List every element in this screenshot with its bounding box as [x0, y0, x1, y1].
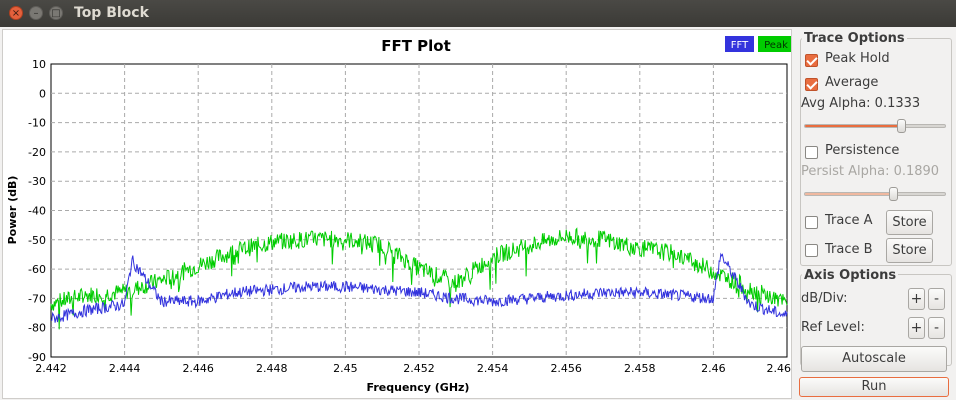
fft-plot-panel[interactable]: FFT Plot FFT Peak 10 0 -10 -20 -30 -40 -50 -60 -7…: [2, 29, 792, 399]
autoscale-button[interactable]: Autoscale: [801, 346, 947, 372]
x-axis-label: Frequency (GHz): [367, 381, 470, 394]
legend-label-fft: FFT: [731, 40, 749, 51]
maximize-window-button[interactable]: □: [49, 6, 63, 20]
close-window-button[interactable]: ×: [9, 6, 23, 20]
legend-label-peak: Peak: [764, 40, 788, 51]
persist-alpha-slider-fill: [805, 193, 892, 195]
db-div-label: dB/Div:: [801, 291, 848, 306]
plot-title: FFT Plot: [381, 37, 451, 55]
peak-hold-checkbox[interactable]: [805, 54, 818, 67]
avg-alpha-slider[interactable]: [804, 119, 946, 133]
x-tick-label: 2.448: [256, 362, 288, 375]
x-tick-label: 2.452: [403, 362, 435, 375]
avg-alpha-label: Avg Alpha: 0.1333: [801, 96, 921, 111]
ref-level-label: Ref Level:: [801, 320, 865, 335]
trace-b-store-button[interactable]: Store: [886, 238, 933, 263]
y-tick-label: -10: [28, 117, 46, 130]
peak-hold-label[interactable]: Peak Hold: [825, 51, 890, 66]
trace-a-label[interactable]: Trace A: [825, 213, 873, 228]
trace-a-store-button[interactable]: Store: [886, 210, 933, 235]
y-axis-label: Power (dB): [6, 176, 19, 245]
trace-b-label[interactable]: Trace B: [825, 242, 873, 257]
average-label[interactable]: Average: [825, 75, 879, 90]
fft-plot-chart[interactable]: FFT Plot FFT Peak 10 0 -10 -20 -30 -40 -50 -60 -7…: [3, 30, 791, 398]
persistence-label[interactable]: Persistence: [825, 143, 900, 158]
y-tick-label: -30: [28, 175, 46, 188]
y-tick-label: -40: [28, 205, 46, 218]
axis-options-title: Axis Options: [802, 268, 899, 283]
x-tick-label: 2.456: [550, 362, 582, 375]
persist-alpha-slider[interactable]: [804, 187, 946, 201]
x-tick-label: 2.454: [477, 362, 509, 375]
window-titlebar: × – □ Top Block: [0, 0, 956, 27]
series-line-peak: [50, 227, 788, 330]
average-checkbox[interactable]: [805, 78, 818, 91]
y-tick-label: -90: [28, 351, 46, 364]
series-layer: [50, 227, 788, 330]
y-tick-label: -50: [28, 234, 46, 247]
window-title: Top Block: [74, 5, 149, 21]
trace-a-checkbox[interactable]: [805, 216, 818, 229]
y-tick-label: 0: [39, 87, 46, 100]
legend-swatch-peak: [758, 36, 791, 52]
db-div-increase-button[interactable]: +: [908, 288, 925, 310]
y-tick-label: -70: [28, 292, 46, 305]
trace-b-checkbox[interactable]: [805, 244, 818, 257]
plot-grid: [51, 64, 787, 357]
persist-alpha-slider-handle[interactable]: [889, 187, 898, 201]
control-panel: Trace Options Peak Hold Average Avg Alph…: [796, 29, 956, 400]
y-tick-label: -80: [28, 322, 46, 335]
legend-swatch-fft: [725, 36, 754, 52]
y-axis-ticks: 10 0 -10 -20 -30 -40 -50 -60 -70 -80 -90: [28, 58, 46, 364]
x-tick-label: 2.45: [333, 362, 358, 375]
x-tick-label: 2.458: [624, 362, 656, 375]
avg-alpha-slider-handle[interactable]: [897, 119, 906, 133]
ref-level-decrease-button[interactable]: -: [928, 317, 945, 339]
persist-alpha-label: Persist Alpha: 0.1890: [801, 164, 940, 179]
plot-legend: FFT Peak: [725, 36, 791, 52]
db-div-decrease-button[interactable]: -: [928, 288, 945, 310]
run-button[interactable]: Run: [799, 377, 949, 397]
x-tick-label: 2.46: [701, 362, 726, 375]
x-tick-label: 2.446: [182, 362, 214, 375]
y-tick-label: -60: [28, 263, 46, 276]
persistence-checkbox[interactable]: [805, 146, 818, 159]
avg-alpha-slider-fill: [805, 125, 901, 127]
x-tick-label: 2.444: [109, 362, 141, 375]
minimize-window-button[interactable]: –: [29, 6, 43, 20]
series-line-fft: [50, 252, 788, 323]
x-tick-label: 2.46: [767, 362, 792, 375]
y-tick-label: -20: [28, 146, 46, 159]
x-axis-ticks: 2.442 2.444 2.446 2.448 2.45 2.452 2.454 2.456 2…: [35, 362, 791, 375]
trace-options-title: Trace Options: [802, 31, 907, 46]
ref-level-increase-button[interactable]: +: [908, 317, 925, 339]
x-tick-label: 2.442: [35, 362, 67, 375]
y-tick-label: 10: [32, 58, 46, 71]
